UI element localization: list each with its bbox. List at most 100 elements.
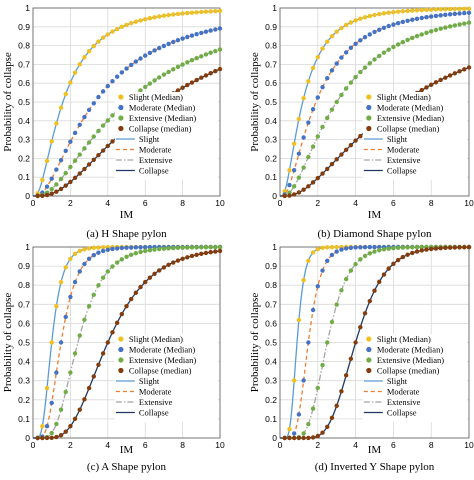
marker-collapse xyxy=(199,75,204,80)
marker-extensive xyxy=(447,24,453,29)
legend-label: Collapse (median) xyxy=(377,366,440,376)
marker-extensive xyxy=(143,84,148,90)
marker-moderate xyxy=(320,84,325,90)
marker-moderate xyxy=(199,30,204,36)
marker-extensive xyxy=(119,257,125,262)
marker-slight xyxy=(353,18,358,23)
marker-collapse xyxy=(386,266,391,271)
marker-moderate xyxy=(348,45,354,51)
y-tick-label: 0.6 xyxy=(265,78,277,88)
y-tick-label: 0.3 xyxy=(265,135,277,145)
y-tick-label: 0.1 xyxy=(265,172,277,182)
marker-extensive xyxy=(147,81,153,86)
marker-collapse xyxy=(77,171,82,176)
marker-slight xyxy=(372,12,377,18)
marker-moderate xyxy=(49,176,54,181)
marker-extensive xyxy=(433,27,439,33)
marker-extensive xyxy=(180,62,185,67)
y-tick-label: 0.3 xyxy=(18,376,30,386)
marker-extensive xyxy=(68,370,73,375)
marker-slight xyxy=(287,168,292,173)
marker-moderate xyxy=(362,244,368,250)
marker-moderate xyxy=(372,244,377,250)
marker-extensive xyxy=(362,253,368,259)
marker-slight xyxy=(86,246,92,251)
marker-slight xyxy=(315,246,320,252)
y-tick-label: 0 xyxy=(25,433,30,443)
marker-extensive xyxy=(213,48,218,54)
marker-collapse xyxy=(282,435,287,441)
legend-label: Collapse xyxy=(139,166,169,176)
marker-moderate xyxy=(377,27,382,32)
marker-collapse xyxy=(329,161,335,167)
marker-extensive xyxy=(377,248,382,253)
x-axis-label: IM xyxy=(368,444,382,456)
marker-slight xyxy=(96,245,101,250)
marker-collapse xyxy=(77,407,82,412)
plot-frame xyxy=(32,7,221,197)
marker-collapse xyxy=(419,248,424,253)
y-tick-label: 0.5 xyxy=(265,97,277,107)
marker-extensive xyxy=(386,246,391,251)
y-tick-label: 0.4 xyxy=(18,357,30,367)
marker-slight xyxy=(185,10,190,16)
marker-moderate xyxy=(72,130,78,136)
marker-collapse xyxy=(466,245,472,250)
marker-collapse xyxy=(329,415,335,420)
marker-extensive xyxy=(114,260,120,265)
x-tick-label: 6 xyxy=(143,440,148,450)
marker-collapse xyxy=(353,340,358,345)
legend-label: Moderate xyxy=(139,387,172,397)
marker-extensive xyxy=(325,115,330,121)
y-tick-label: 0 xyxy=(272,433,277,443)
y-tick-label: 0.1 xyxy=(265,414,277,424)
marker-slight xyxy=(310,250,316,255)
marker-extensive xyxy=(203,52,209,57)
marker-collapse xyxy=(82,166,87,172)
marker-extensive xyxy=(296,175,302,180)
x-tick-label: 10 xyxy=(215,198,225,208)
y-tick-label: 0.6 xyxy=(265,318,277,328)
marker-extensive xyxy=(315,385,320,391)
marker-collapse xyxy=(419,87,424,93)
marker-moderate xyxy=(362,34,368,40)
legend-label: Collapse xyxy=(387,408,417,418)
marker-extensive xyxy=(171,67,176,72)
marker-collapse xyxy=(49,191,54,196)
marker-slight xyxy=(63,265,68,270)
marker-extensive xyxy=(419,32,424,37)
marker-slight xyxy=(124,22,129,28)
marker-moderate xyxy=(96,250,101,255)
marker-extensive xyxy=(152,247,157,252)
y-tick-label: 0.9 xyxy=(18,261,30,271)
marker-slight xyxy=(438,7,443,12)
legend-marker-slight xyxy=(366,94,372,100)
marker-collapse xyxy=(433,246,439,251)
marker-collapse xyxy=(180,85,185,90)
marker-slight xyxy=(213,8,218,14)
marker-slight xyxy=(377,11,382,17)
marker-slight xyxy=(358,16,363,21)
marker-extensive xyxy=(189,245,195,250)
marker-moderate xyxy=(91,252,96,258)
marker-slight xyxy=(310,65,316,71)
marker-slight xyxy=(381,11,387,16)
marker-collapse xyxy=(35,193,40,199)
legend-marker-slight xyxy=(118,94,124,100)
marker-collapse xyxy=(63,183,68,188)
marker-extensive xyxy=(343,86,349,91)
marker-collapse xyxy=(367,298,372,304)
marker-collapse xyxy=(310,180,316,185)
y-axis-label: Probability of collapse xyxy=(2,52,14,152)
marker-extensive xyxy=(185,245,190,250)
panel-caption: (a) H Shape pylon xyxy=(86,228,167,240)
marker-extensive xyxy=(100,123,106,128)
marker-slight xyxy=(58,105,64,110)
marker-slight xyxy=(143,17,148,22)
x-tick-label: 2 xyxy=(315,198,320,208)
marker-moderate xyxy=(329,68,335,73)
marker-moderate xyxy=(161,43,167,49)
marker-slight xyxy=(334,244,339,250)
marker-collapse xyxy=(353,138,358,143)
marker-slight xyxy=(68,256,73,261)
